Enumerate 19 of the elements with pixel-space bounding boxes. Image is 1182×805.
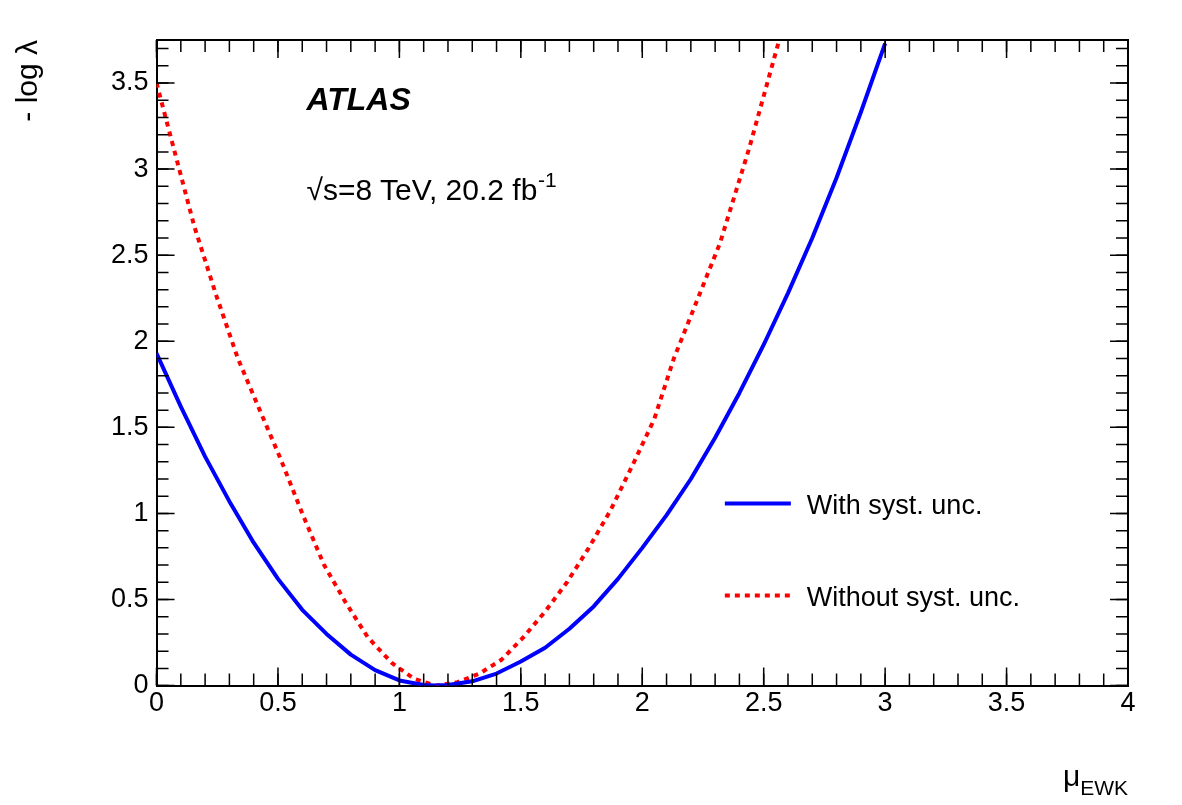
- legend-label: With syst. unc.: [806, 489, 983, 520]
- y-tick-label: 1.5: [110, 410, 149, 441]
- x-tick-label: 0.5: [259, 687, 297, 718]
- legend-label: Without syst. unc.: [806, 581, 1020, 612]
- y-tick-label: 2: [133, 324, 149, 355]
- y-tick-label: 3: [133, 152, 149, 183]
- x-tick-label: 2.5: [744, 687, 783, 718]
- y-tick-label: 1: [133, 496, 149, 527]
- y-tick-label: 0.5: [110, 582, 149, 613]
- y-tick-label: 3.5: [110, 66, 149, 97]
- x-tick-label: 1: [391, 687, 407, 718]
- x-tick-label: 3: [877, 687, 893, 718]
- y-tick-label: 2.5: [110, 238, 149, 269]
- y-axis-title: - log λ: [9, 39, 43, 122]
- x-tick-label: 4: [1120, 687, 1136, 718]
- x-tick-label: 1.5: [502, 687, 540, 718]
- annotation: ATLAS: [305, 81, 412, 117]
- x-tick-label: 2: [634, 687, 650, 718]
- x-tick-label: 3.5: [987, 687, 1026, 718]
